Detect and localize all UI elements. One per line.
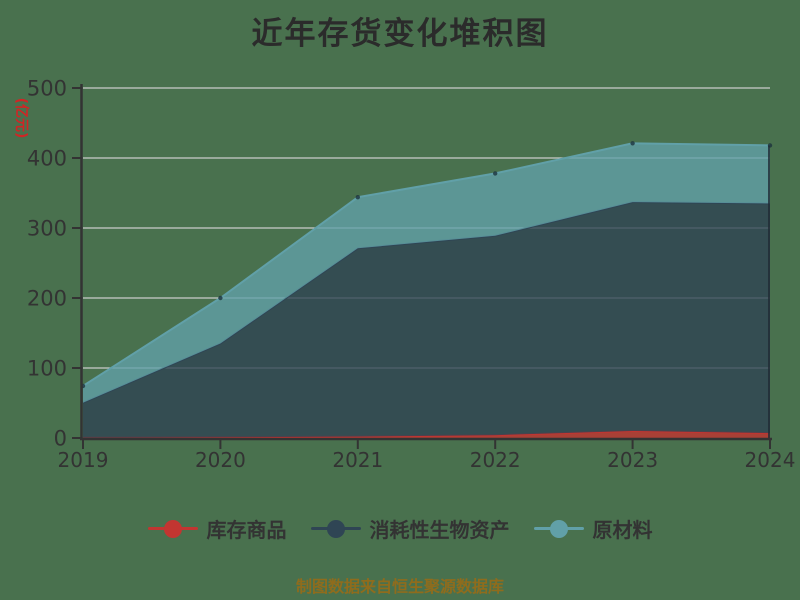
x-tick-label: 2019	[58, 448, 109, 472]
area-line-0	[82, 429, 771, 439]
legend-line-circle-icon	[533, 519, 584, 539]
legend-item-raw-materials[interactable]: 原材料	[533, 514, 653, 543]
legend-item-consumable-biological-assets[interactable]: 消耗性生物资产	[310, 514, 510, 543]
data-point-marker	[493, 171, 498, 176]
legend-label: 原材料	[592, 518, 653, 542]
y-tick-label: 400	[27, 147, 67, 171]
x-tick-label: 2021	[332, 448, 383, 472]
area-series-1	[83, 202, 770, 438]
chart-legend: 库存商品 消耗性生物资产 原材料	[0, 514, 800, 543]
legend-line-circle-icon	[147, 519, 198, 539]
y-tick-label: 100	[27, 357, 67, 381]
area-series-2	[83, 143, 770, 403]
legend-label: 消耗性生物资产	[369, 518, 510, 542]
data-point-marker	[630, 141, 635, 146]
x-tick-label: 2023	[607, 448, 658, 472]
y-tick-label: 200	[27, 287, 67, 311]
x-tick-label: 2020	[195, 448, 246, 472]
y-tick-label: 0	[54, 427, 67, 451]
y-tick-label: 300	[27, 217, 67, 241]
area-line-2	[82, 142, 771, 387]
legend-item-inventory-goods[interactable]: 库存商品	[147, 514, 287, 543]
x-tick-label: 2022	[470, 448, 521, 472]
legend-label: 库存商品	[206, 518, 287, 542]
y-tick-label: 500	[27, 77, 67, 101]
data-point-marker	[218, 295, 223, 301]
legend-line-circle-icon	[310, 519, 361, 539]
data-point-marker	[355, 195, 360, 200]
x-tick-label: 2024	[745, 448, 796, 472]
data-source-note: 制图数据来自恒生聚源数据库	[295, 577, 504, 596]
chart-title: 近年存货变化堆积图	[251, 16, 549, 52]
